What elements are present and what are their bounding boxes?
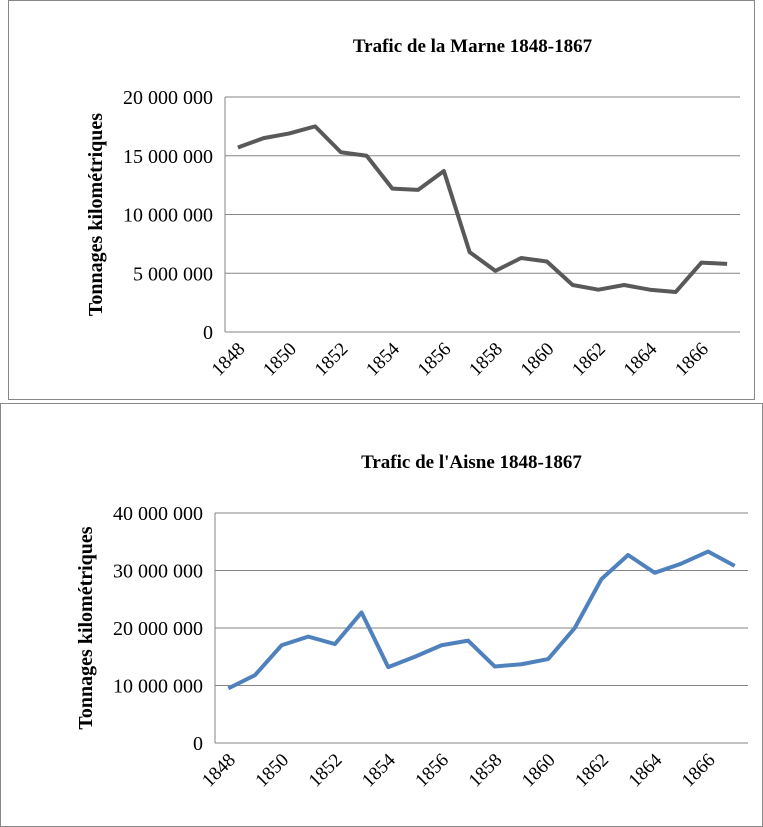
y-tick-label: 30 000 000	[113, 561, 203, 583]
x-tick-label: 1864	[625, 749, 667, 791]
x-tick-label: 1858	[465, 750, 507, 792]
y-tick-label: 40 000 000	[113, 503, 203, 525]
x-tick-label: 1850	[251, 750, 293, 792]
x-tick-label: 1856	[414, 339, 456, 381]
x-tick-label: 1848	[198, 750, 240, 792]
x-tick-label: 1852	[311, 339, 353, 381]
x-tick-label: 1864	[620, 338, 662, 380]
x-tick-label: 1866	[671, 339, 713, 381]
x-tick-label: 1856	[411, 750, 453, 792]
y-tick-label: 5 000 000	[133, 263, 213, 285]
chart-title: Trafic de l'Aisne 1848-1867	[361, 452, 582, 473]
series-line	[227, 549, 736, 691]
y-tick-label: 15 000 000	[123, 146, 213, 168]
chart-frame	[8, 0, 755, 400]
x-tick-label: 1862	[571, 750, 613, 792]
y-axis-label: Tonnages kilométriques	[85, 113, 107, 316]
x-tick-label: 1860	[518, 750, 560, 792]
y-tick-label: 20 000 000	[123, 87, 213, 109]
x-tick-label: 1854	[362, 338, 404, 380]
x-tick-label: 1852	[305, 750, 347, 792]
x-tick-label: 1860	[517, 339, 559, 381]
x-tick-label: 1854	[358, 749, 400, 791]
x-tick-label: 1848	[208, 339, 250, 381]
y-tick-label: 10 000 000	[113, 676, 203, 698]
x-tick-label: 1858	[465, 339, 507, 381]
x-tick-label: 1862	[568, 339, 610, 381]
x-tick-label: 1866	[678, 750, 720, 792]
series-line	[237, 124, 728, 295]
y-tick-label: 20 000 000	[113, 618, 203, 640]
y-tick-label: 0	[203, 322, 213, 344]
chart-title: Trafic de la Marne 1848-1867	[353, 36, 593, 57]
x-tick-label: 1850	[259, 339, 301, 381]
y-tick-label: 10 000 000	[123, 205, 213, 227]
y-axis-label: Tonnages kilométriques	[75, 526, 97, 729]
y-tick-label: 0	[193, 733, 203, 755]
